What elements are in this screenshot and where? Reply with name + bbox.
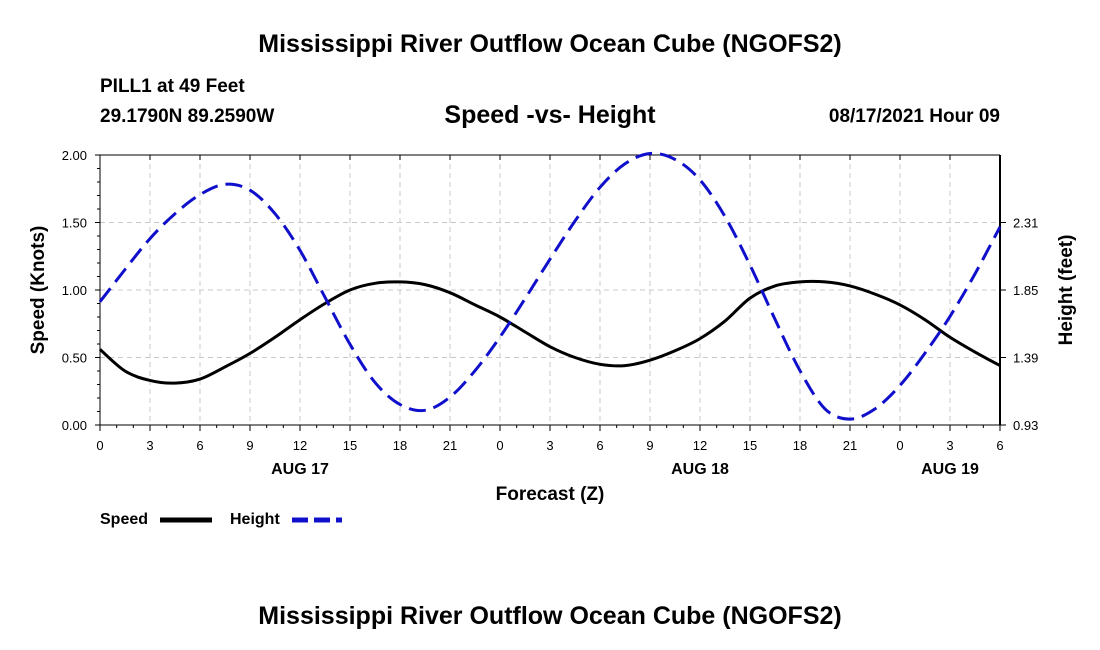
legend-height-label: Height — [230, 511, 280, 528]
x-tick-label: 6 — [996, 438, 1003, 453]
axis-labels: Forecast (Z) Speed (Knots) Height (feet) — [28, 226, 1077, 505]
x-tick-label: 0 — [96, 438, 103, 453]
series-height-line — [98, 151, 1002, 421]
x-tick-label: 18 — [793, 438, 807, 453]
station-name: PILL1 at 49 Feet — [100, 76, 245, 97]
x-date-label: AUG 18 — [671, 461, 729, 478]
x-axis-label: Forecast (Z) — [496, 484, 605, 505]
x-tick-label: 18 — [393, 438, 407, 453]
x-tick-label: 15 — [743, 438, 757, 453]
bottom-title: Mississippi River Outflow Ocean Cube (NG… — [258, 602, 842, 630]
x-date-label: AUG 17 — [271, 461, 329, 478]
x-tick-label: 6 — [196, 438, 203, 453]
axes: 0 3 6 9 12 15 18 21 0 3 6 9 12 15 18 21 0 3 6 AUG 17 AUG 18 A… — [62, 148, 1039, 478]
legend-speed-label: Speed — [100, 511, 148, 528]
y-tick-label: 0.00 — [62, 418, 87, 433]
x-tick-label: 6 — [596, 438, 603, 453]
x-date-label: AUG 19 — [921, 461, 979, 478]
series-speed-line — [99, 279, 1001, 385]
x-tick-label: 3 — [546, 438, 553, 453]
legend: Speed Height — [100, 511, 342, 528]
forecast-date: 08/17/2021 Hour 09 — [828, 106, 1000, 127]
data-series — [98, 151, 1002, 421]
x-tick-label: 0 — [896, 438, 903, 453]
x-tick-label: 9 — [246, 438, 253, 453]
x-tick-label: 21 — [443, 438, 457, 453]
y-tick-label: 1.50 — [62, 216, 87, 231]
y-tick-label: 2.00 — [62, 148, 87, 163]
station-coordinates: 29.1790N 89.2590W — [100, 106, 275, 127]
y2-tick-label: 1.85 — [1013, 283, 1038, 298]
y2-tick-label: 0.93 — [1013, 418, 1038, 433]
x-tick-label: 15 — [343, 438, 357, 453]
y-axis-label: Speed (Knots) — [28, 226, 49, 355]
x-tick-label: 9 — [646, 438, 653, 453]
x-tick-label: 3 — [146, 438, 153, 453]
grid-lines — [100, 155, 1000, 425]
x-tick-label: 21 — [843, 438, 857, 453]
y2-tick-label: 2.31 — [1013, 216, 1038, 231]
top-title: Mississippi River Outflow Ocean Cube (NG… — [258, 30, 842, 58]
y-tick-label: 1.00 — [62, 283, 87, 298]
x-tick-label: 12 — [693, 438, 707, 453]
x-tick-label: 12 — [293, 438, 307, 453]
y2-tick-label: 1.39 — [1013, 351, 1038, 366]
x-tick-label: 3 — [946, 438, 953, 453]
y-tick-label: 0.50 — [62, 351, 87, 366]
chart-title: Speed -vs- Height — [444, 101, 656, 129]
y2-axis-label: Height (feet) — [1056, 235, 1077, 346]
x-tick-label: 0 — [496, 438, 503, 453]
